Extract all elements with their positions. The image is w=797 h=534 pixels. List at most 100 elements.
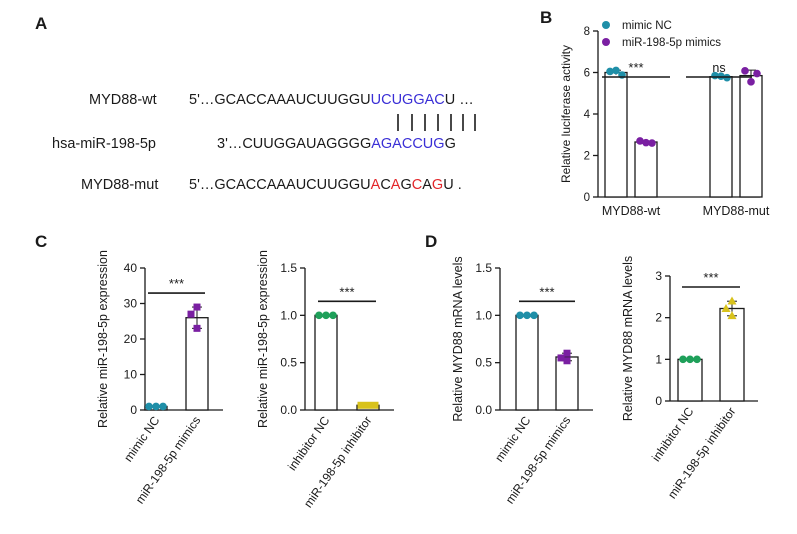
data-point	[329, 311, 337, 320]
bar	[677, 358, 703, 402]
significance-label: ***	[703, 270, 718, 285]
y-tick-label: 0	[584, 192, 590, 204]
data-point	[315, 311, 323, 320]
wt-label: MYD88-wt	[89, 92, 157, 108]
mir-seq-prefix: 3'…CUUGGAUAGGGG	[217, 136, 372, 152]
y-tick-label: 0	[130, 403, 137, 417]
wt-seq-suffix: U …	[444, 92, 474, 108]
y-tick-label: 8	[584, 26, 590, 38]
y-tick-label: 2	[655, 311, 662, 325]
mut-seq-segment: A	[422, 177, 432, 193]
mir-sequence: 3'…CUUGGAUAGGGGAGACCUGG	[217, 136, 456, 152]
data-point	[642, 138, 650, 147]
significance-label: ***	[169, 276, 184, 291]
y-tick-label: 0.5	[475, 356, 492, 370]
y-tick-label: 3	[655, 269, 662, 283]
data-point	[747, 78, 755, 86]
y-tick-label: 0	[655, 394, 662, 408]
data-point	[612, 66, 620, 75]
mut-seq-segment: G	[400, 177, 412, 193]
chart-b: 0 2 4 6 8 Relative luciferase activity MYD88-w…	[559, 20, 770, 218]
mut-seq-segment: C	[380, 177, 391, 193]
data-point	[516, 311, 524, 320]
x-tick-label: inhibitor NC	[285, 413, 333, 473]
data-point	[721, 304, 731, 312]
wt-sequence: 5'…GCACCAAAUCUUGGUUCUGGACU …	[189, 92, 474, 108]
data-point	[679, 355, 687, 364]
wt-seq-site: UCUGGAC	[370, 92, 445, 108]
y-axis-label: Relative miR-198-5p expression	[256, 250, 270, 428]
chart-c2: 0.0 0.5 1.0 1.5 Relative miR-198-5p expressi…	[256, 250, 394, 510]
y-tick-label: 1.0	[475, 308, 492, 322]
bar	[634, 141, 658, 198]
data-point	[563, 349, 571, 357]
chart-d2: 0 1 2 3 Relative MYD88 mRNA levels inhibitor …	[621, 256, 758, 501]
mut-seq-segment: C	[411, 177, 423, 193]
significance-label: ***	[339, 284, 354, 299]
bar	[739, 74, 763, 198]
data-point	[741, 67, 749, 75]
bar	[709, 76, 733, 198]
chart-c1: 0 10 20 30 40 Relative miR-198-5p expression m…	[96, 250, 223, 506]
mut-seq-segment: G	[431, 177, 444, 193]
data-point	[727, 296, 737, 305]
y-tick-label: 6	[584, 68, 590, 80]
data-point	[145, 402, 153, 411]
mut-seq-segment: A	[390, 177, 401, 193]
y-axis-label: Relative MYD88 mRNA levels	[451, 256, 465, 421]
data-point	[606, 67, 614, 76]
panel-letter-d: D	[425, 232, 438, 251]
panel-letter-b: B	[540, 8, 553, 27]
data-point	[152, 402, 160, 411]
data-point	[648, 139, 656, 147]
mut-seq-segment: A	[370, 177, 381, 193]
y-tick-label: 4	[584, 109, 591, 121]
mut-seq-segment: U .	[443, 177, 462, 193]
wt-seq-prefix: 5'…GCACCAAAUCUUGGU	[189, 92, 371, 108]
panel-letter-c: C	[35, 232, 48, 251]
y-tick-label: 1.5	[475, 261, 492, 275]
bar	[604, 71, 628, 198]
y-tick-label: 1.0	[280, 308, 297, 322]
y-axis-label: Relative MYD88 mRNA levels	[621, 256, 635, 421]
y-tick-label: 1.5	[280, 261, 297, 275]
y-tick-label: 10	[124, 368, 138, 382]
y-axis-label: Relative miR-198-5p expression	[96, 250, 110, 428]
bar	[515, 314, 539, 411]
data-point	[322, 311, 330, 320]
data-point	[530, 311, 538, 320]
bar	[555, 356, 579, 411]
bar	[719, 307, 745, 402]
legend-marker	[602, 21, 610, 29]
data-point	[727, 311, 737, 320]
legend-label: mimic NC	[622, 20, 672, 32]
significance-label: ***	[539, 284, 554, 299]
data-point	[193, 303, 201, 311]
data-point	[364, 401, 372, 409]
data-point	[523, 311, 531, 320]
legend-marker	[602, 38, 610, 46]
x-tick-label: mimic NC	[492, 413, 533, 464]
data-point	[693, 355, 701, 364]
y-axis-label: Relative luciferase activity	[559, 45, 573, 183]
y-tick-label: 2	[584, 151, 590, 163]
data-point	[753, 69, 761, 78]
legend-label: miR-198-5p mimics	[622, 37, 721, 49]
mir-seq-site: AGACCUG	[371, 136, 445, 152]
data-point	[686, 355, 694, 364]
data-point	[636, 137, 644, 145]
y-tick-label: 0.0	[280, 403, 297, 417]
mir-label: hsa-miR-198-5p	[52, 136, 156, 152]
x-tick-label: MYD88-mut	[703, 204, 770, 218]
y-tick-label: 40	[124, 261, 138, 275]
data-point	[159, 402, 167, 411]
mut-label: MYD88-mut	[81, 177, 159, 193]
mut-seq-segment: 5'…GCACCAAAUCUUGGU	[189, 177, 371, 193]
significance-label: ns	[712, 61, 725, 75]
data-point	[187, 310, 195, 318]
y-tick-label: 30	[124, 297, 138, 311]
data-point	[371, 401, 379, 409]
x-tick-label: inhibitor NC	[649, 404, 697, 464]
significance-label: ***	[628, 60, 643, 75]
